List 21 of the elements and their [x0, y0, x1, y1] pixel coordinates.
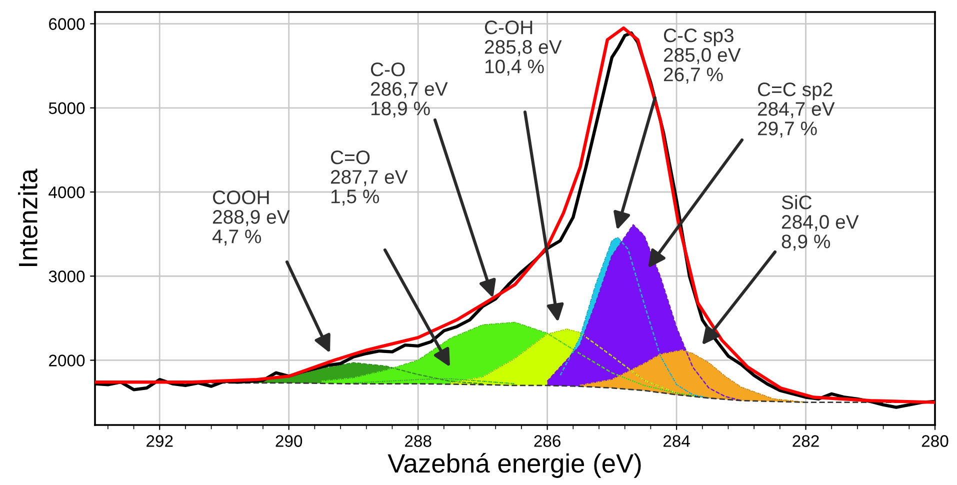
y-tick-label: 6000	[49, 18, 85, 30]
x-tick-label: 284	[663, 435, 690, 447]
y-tick-label: 4000	[48, 186, 85, 198]
y-tick-label: 5000	[48, 102, 85, 114]
annotation: SiC 284,0 eV 8,9 %	[782, 195, 859, 251]
y-tick-label: 2000	[49, 354, 85, 366]
annotation: C=C sp2 284,7 eV 29,7 %	[758, 82, 835, 138]
annotation: C-OH 285,8 eV 10,4 %	[484, 20, 562, 76]
x-tick-label: 286	[534, 435, 560, 447]
x-tick-label: 282	[792, 435, 819, 447]
x-tick-label: 292	[146, 435, 173, 447]
annotation: C-C sp3 285,0 eV 26,7 %	[664, 28, 741, 84]
annotation: C=O 287,7 eV 1,5 %	[330, 150, 408, 206]
y-axis-title: Intenzita	[18, 168, 38, 266]
x-tick-label: 290	[276, 435, 302, 447]
x-tick-label: 288	[405, 435, 432, 447]
annotation: COOH 288,9 eV 4,7 %	[212, 190, 290, 246]
y-tick-label: 3000	[48, 270, 85, 282]
x-tick-label: 280	[922, 435, 948, 447]
x-axis-title: Vazebná energie (eV)	[388, 453, 641, 478]
annotation: C-O 286,7 eV 18,9 %	[370, 62, 448, 118]
